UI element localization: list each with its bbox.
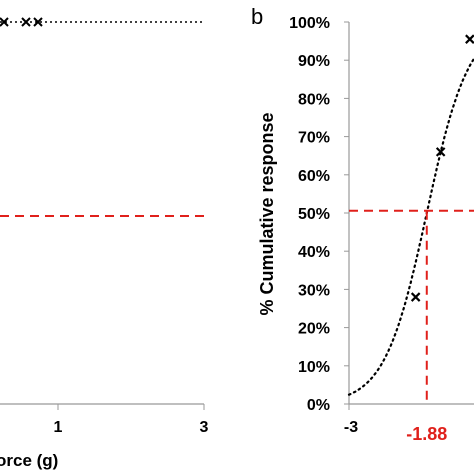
panel-b-y-tick-label: 10% (298, 359, 330, 376)
panel-b-y-tick-label: 20% (298, 321, 330, 338)
panel-b-y-tick-label: 60% (298, 168, 330, 185)
panel-b-y-tick-label: 90% (298, 53, 330, 70)
panel-b-y-tick-label: 30% (298, 282, 330, 299)
panel-b-letter: b (251, 4, 263, 29)
panel-b-fit-curve (347, 57, 474, 396)
panel-a-x-tick-label: 3 (200, 419, 209, 436)
panel-a-markers (0, 17, 43, 27)
panel-b-data-point (435, 147, 446, 157)
panel-b-data-point (465, 34, 474, 44)
panel-b-x-tick-label: -3 (344, 419, 358, 436)
panel-b-y-tick-label: 80% (298, 91, 330, 108)
panel-a-marker (0, 17, 9, 27)
panel-b-threshold-label: -1.88 (406, 424, 447, 444)
panel-a-marker (33, 17, 43, 27)
panel-b-y-tick-label: 70% (298, 130, 330, 147)
panel-a-marker (21, 17, 31, 27)
panel-b-points (410, 34, 474, 302)
panel-a-x-tick-label: 1 (54, 419, 63, 436)
panel-b-y-tick-label: 50% (298, 206, 330, 223)
panel-a: 1 3 orce (g) (0, 17, 209, 470)
panel-b-y-axis-label: % Cumulative response (257, 112, 277, 315)
panel-b-y-tick-label: 0% (307, 397, 330, 414)
panel-a-x-axis-label: orce (g) (0, 451, 58, 470)
panel-b: b % Cumulative response 0% 10% 20% 30% 40% 50… (251, 4, 474, 444)
panel-b-y-tick-label: 40% (298, 244, 330, 261)
panel-b-y-tick-label: 100% (289, 15, 330, 32)
panel-b-y-ticks: 0% 10% 20% 30% 40% 50% 60% 70% 80% 90% 100% (289, 15, 349, 414)
panel-b-data-point (410, 292, 421, 302)
